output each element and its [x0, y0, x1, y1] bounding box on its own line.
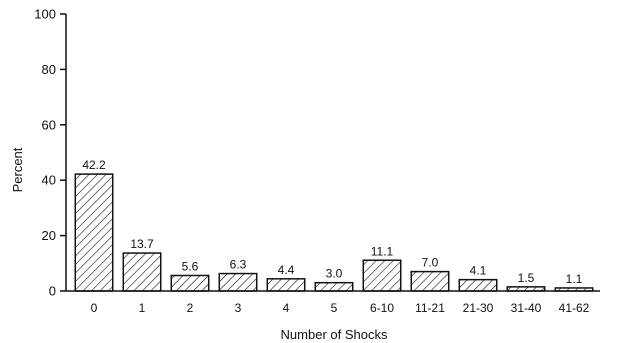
bar-value-label: 6.3 [230, 258, 247, 272]
y-tick-label: 100 [34, 7, 56, 22]
x-tick-label: 4 [283, 301, 290, 315]
y-tick-label: 20 [42, 228, 56, 243]
bar [74, 173, 114, 292]
x-axis-label: Number of Shocks [281, 327, 388, 342]
x-tick-label: 11-21 [415, 301, 445, 315]
bar [218, 272, 258, 292]
bar-value-label: 4.1 [470, 264, 487, 278]
bar-value-label: 11.1 [371, 244, 394, 258]
x-tick-label: 3 [235, 301, 242, 315]
y-axis-label: Percent [10, 147, 25, 192]
bar-value-label: 13.7 [130, 237, 154, 251]
x-tick-label: 31-40 [511, 301, 542, 315]
y-tick-label: 60 [42, 117, 56, 132]
y-tick-label: 0 [49, 284, 56, 299]
x-tick-label: 2 [187, 301, 194, 315]
y-axis: 0 20 40 60 80 100 [34, 7, 67, 299]
bar-value-label: 42.2 [82, 158, 106, 172]
bar [362, 259, 402, 292]
bar-value-label: 1.1 [566, 272, 583, 286]
x-tick-label: 41-62 [559, 301, 590, 315]
x-tick-label: 21-30 [463, 301, 494, 315]
bar [458, 278, 498, 292]
bar-value-label: 7.0 [422, 256, 439, 270]
bar [170, 274, 210, 292]
bar-value-label: 4.4 [278, 263, 295, 277]
bar-value-label: 5.6 [182, 259, 199, 273]
bars-group: 42.2 13.7 5.6 6.3 4.4 3.0 11.1 7.0 4.1 1.5 1.1 [74, 158, 594, 292]
y-tick-label: 40 [42, 173, 56, 188]
bar [266, 278, 306, 292]
x-tick-label: 0 [91, 301, 98, 315]
bar-value-label: 1.5 [518, 271, 535, 285]
x-axis: 0 1 2 3 4 5 6-10 11-21 21-30 31-40 41-62 [66, 290, 600, 315]
bar [122, 252, 162, 292]
y-tick-label: 80 [42, 62, 56, 77]
x-tick-label: 1 [139, 301, 146, 315]
bar [314, 281, 354, 292]
bar-value-label: 3.0 [326, 267, 343, 281]
bar [410, 270, 450, 292]
x-tick-label: 6-10 [370, 301, 394, 315]
x-tick-label: 5 [331, 301, 338, 315]
